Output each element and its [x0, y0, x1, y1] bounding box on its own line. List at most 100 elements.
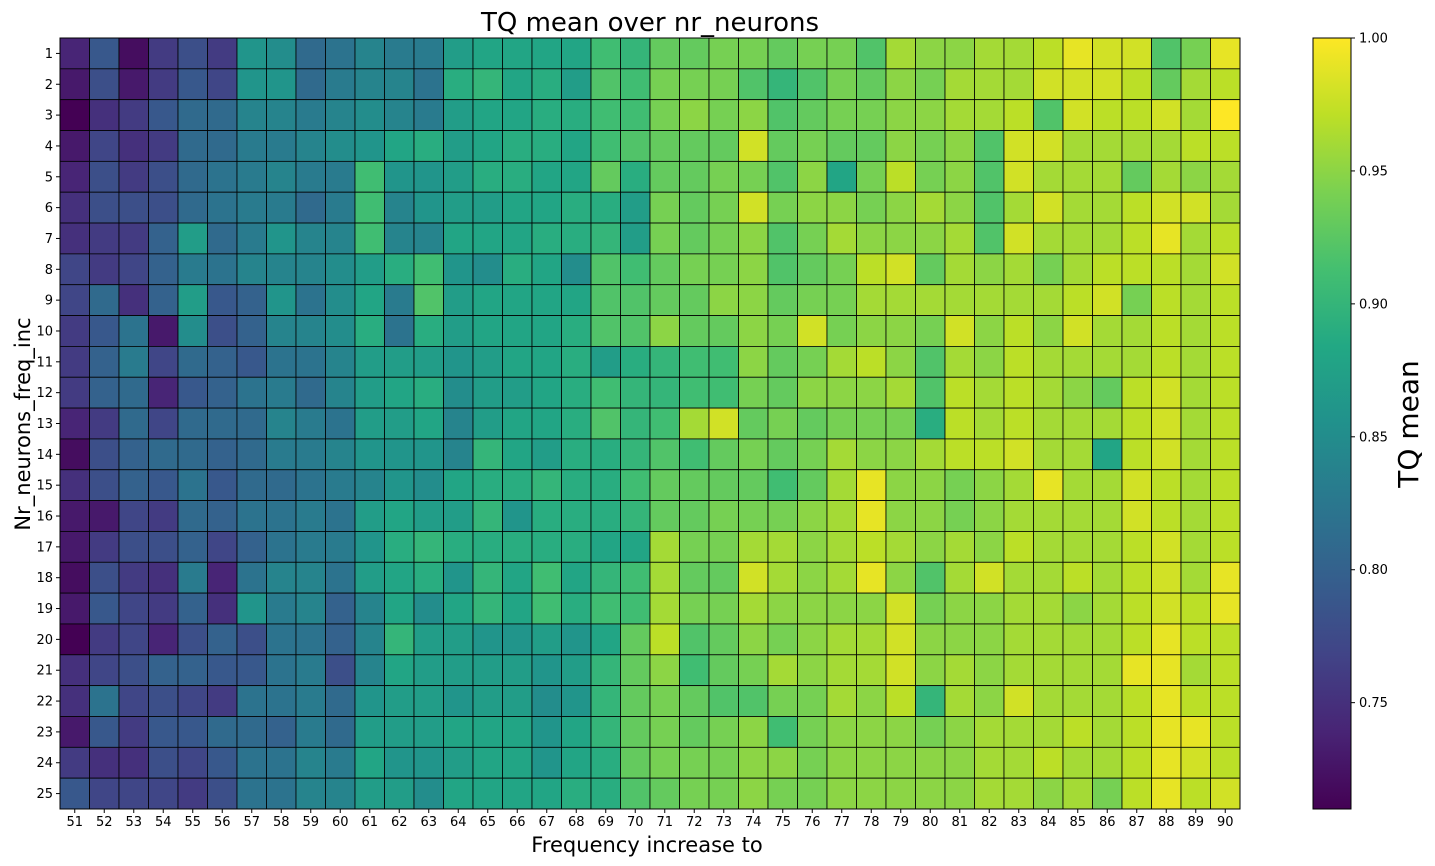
heatmap-cell-5-87: [1121, 160, 1152, 193]
heatmap-cell-17-70: [620, 531, 651, 563]
heatmap-cell-10-86: [1092, 315, 1123, 347]
heatmap-cell-18-57: [236, 561, 267, 594]
heatmap-cell-19-53: [118, 592, 149, 625]
heatmap-cell-15-74: [738, 469, 769, 502]
heatmap-cell-6-78: [856, 191, 887, 224]
heatmap-cell-18-66: [502, 561, 533, 594]
heatmap-cell-19-90: [1210, 592, 1241, 625]
heatmap-cell-2-86: [1092, 68, 1123, 101]
heatmap-cell-8-62: [384, 253, 415, 286]
heatmap-cell-20-83: [1003, 623, 1034, 656]
heatmap-cell-7-87: [1121, 222, 1152, 255]
heatmap-cell-10-65: [472, 315, 503, 347]
heatmap-cell-3-70: [620, 99, 651, 131]
heatmap-cell-7-58: [266, 222, 297, 255]
x-tick-label: 76: [804, 815, 821, 830]
x-tick-label: 53: [125, 815, 142, 830]
heatmap-cell-18-90: [1210, 561, 1241, 594]
heatmap-cell-20-74: [738, 623, 769, 656]
heatmap-cell-18-62: [384, 561, 415, 594]
heatmap-cell-5-64: [443, 160, 474, 193]
heatmap-cell-10-64: [443, 315, 474, 347]
heatmap-cell-19-65: [472, 592, 503, 625]
y-tick-label: 3: [45, 109, 53, 124]
heatmap-cell-7-52: [89, 222, 120, 255]
heatmap-cell-21-61: [354, 654, 385, 687]
heatmap-cell-10-84: [1033, 315, 1064, 347]
heatmap-cell-3-81: [944, 99, 975, 131]
x-tick-label: 90: [1217, 815, 1234, 830]
heatmap-cell-15-67: [531, 469, 562, 502]
heatmap-cell-10-63: [413, 315, 444, 347]
x-tick-label: 54: [155, 815, 172, 830]
heatmap-cell-20-70: [620, 623, 651, 656]
heatmap-cell-3-85: [1062, 99, 1093, 131]
heatmap-cell-1-86: [1092, 37, 1123, 70]
heatmap-cell-21-57: [236, 654, 267, 687]
heatmap-cell-24-51: [59, 746, 90, 779]
heatmap-cell-1-76: [797, 37, 828, 70]
heatmap-cell-7-80: [915, 222, 946, 255]
heatmap-cell-4-84: [1033, 130, 1064, 162]
heatmap-cell-16-57: [236, 500, 267, 532]
heatmap-cell-10-62: [384, 315, 415, 347]
heatmap-cell-21-54: [148, 654, 179, 687]
heatmap-cell-11-59: [295, 345, 326, 378]
heatmap-cell-14-89: [1180, 438, 1211, 471]
heatmap-cell-17-77: [826, 531, 857, 563]
heatmap-cell-16-52: [89, 500, 120, 532]
heatmap-cell-2-58: [266, 68, 297, 101]
heatmap-cell-8-53: [118, 253, 149, 286]
heatmap-cell-3-64: [443, 99, 474, 131]
heatmap-cell-13-83: [1003, 407, 1034, 440]
heatmap-cell-2-77: [826, 68, 857, 101]
heatmap-cell-9-70: [620, 284, 651, 316]
heatmap-cell-20-73: [708, 623, 739, 656]
heatmap-cell-12-77: [826, 376, 857, 409]
heatmap-cell-7-68: [561, 222, 592, 255]
heatmap-cell-11-53: [118, 345, 149, 378]
heatmap-cell-22-69: [590, 685, 621, 717]
heatmap-cell-15-83: [1003, 469, 1034, 502]
heatmap-cell-19-74: [738, 592, 769, 625]
heatmap-cell-7-79: [885, 222, 916, 255]
x-tick-label: 62: [391, 815, 408, 830]
heatmap-cell-12-89: [1180, 376, 1211, 409]
heatmap-cell-2-85: [1062, 68, 1093, 101]
heatmap-cell-24-83: [1003, 746, 1034, 779]
heatmap-cell-16-65: [472, 500, 503, 532]
x-tick-label: 52: [96, 815, 113, 830]
heatmap-cell-11-80: [915, 345, 946, 378]
heatmap-cell-12-62: [384, 376, 415, 409]
heatmap-cell-23-68: [561, 716, 592, 748]
heatmap-cell-4-80: [915, 130, 946, 162]
heatmap-cell-16-59: [295, 500, 326, 532]
heatmap-cell-21-73: [708, 654, 739, 687]
heatmap-cell-10-74: [738, 315, 769, 347]
heatmap-cell-10-79: [885, 315, 916, 347]
heatmap-cell-6-59: [295, 191, 326, 224]
heatmap-cell-12-75: [767, 376, 798, 409]
heatmap-cell-3-74: [738, 99, 769, 131]
heatmap-cell-21-89: [1180, 654, 1211, 687]
colorbar-tick-label: 1.00: [1359, 32, 1388, 47]
heatmap-cell-8-54: [148, 253, 179, 286]
heatmap-cell-13-68: [561, 407, 592, 440]
heatmap-cell-19-76: [797, 592, 828, 625]
heatmap-cell-22-73: [708, 685, 739, 717]
heatmap-cell-15-79: [885, 469, 916, 502]
heatmap-cell-18-88: [1151, 561, 1182, 594]
heatmap-cell-4-69: [590, 130, 621, 162]
heatmap-cell-13-75: [767, 407, 798, 440]
heatmap-cell-20-64: [443, 623, 474, 656]
heatmap-cell-16-74: [738, 500, 769, 532]
heatmap-cell-24-84: [1033, 746, 1064, 779]
heatmap-cell-3-89: [1180, 99, 1211, 131]
heatmap-cell-19-82: [974, 592, 1005, 625]
heatmap-cell-25-67: [531, 777, 562, 810]
heatmap-cell-10-90: [1210, 315, 1241, 347]
heatmap-cell-5-79: [885, 160, 916, 193]
heatmap-cell-8-83: [1003, 253, 1034, 286]
heatmap-cell-3-56: [207, 99, 238, 131]
heatmap-cell-4-87: [1121, 130, 1152, 162]
